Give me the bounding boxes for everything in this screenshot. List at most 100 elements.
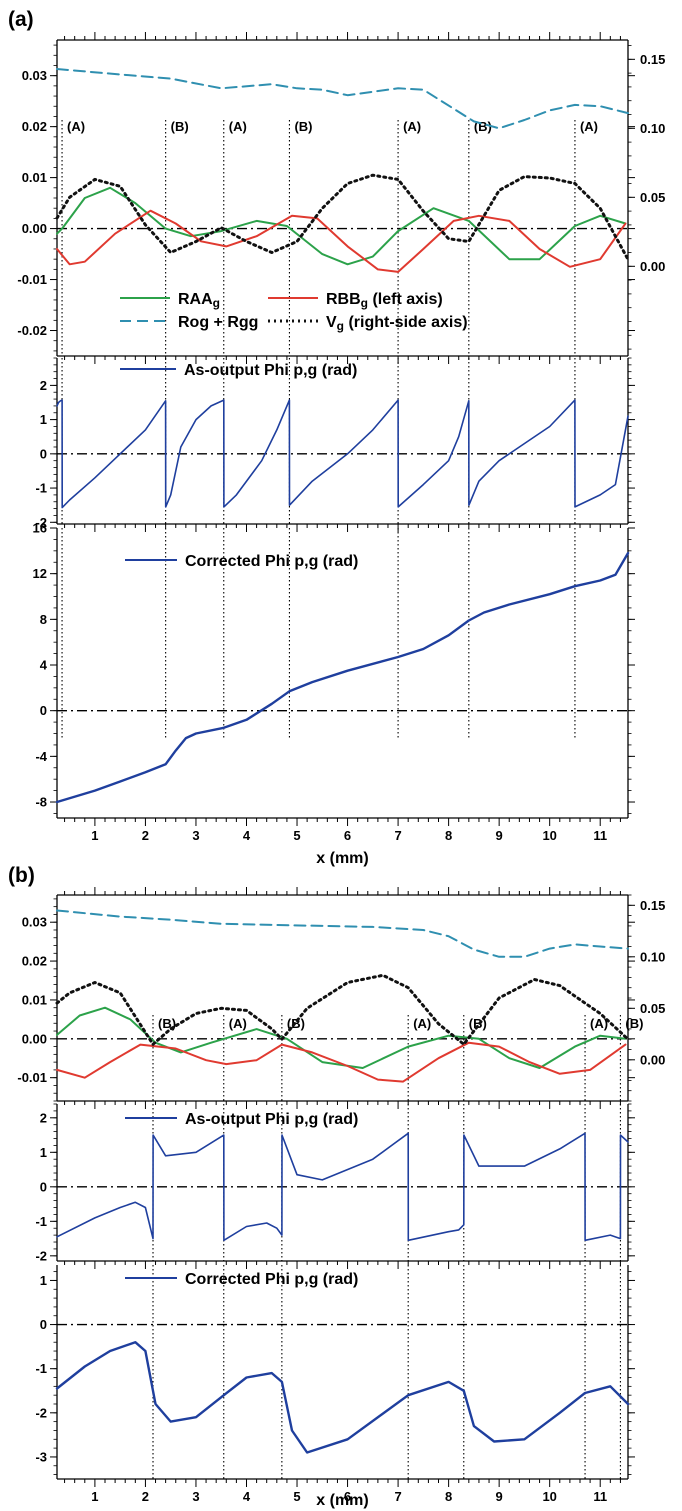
x-tick-label: 5: [293, 1489, 300, 1504]
series-line-Vg: [55, 973, 630, 1046]
x-tick-label: 6: [344, 1489, 351, 1504]
y-tick-label: -2: [35, 515, 47, 530]
region-marker-label: (A): [229, 119, 247, 134]
y-tick-label: 0: [40, 1317, 47, 1332]
y-tick-label: -3: [35, 1449, 47, 1464]
y-tick-label: -0.01: [17, 1070, 47, 1085]
y2-tick-label: 0.10: [640, 121, 665, 136]
y-tick-label: 16: [33, 521, 47, 536]
series-line-P2: [56, 1132, 629, 1242]
legend-label: Rog + Rgg: [178, 314, 258, 331]
y-tick-label: -2: [35, 1405, 47, 1420]
y2-tick-label: 0.15: [640, 52, 665, 67]
y-tick-label: -0.01: [17, 272, 47, 287]
region-marker-label: (A): [403, 119, 421, 134]
legend-label-suffix: (left axis): [368, 291, 443, 308]
legend-label: Corrected Phi p,g (rad): [185, 1271, 358, 1288]
y-tick-label: 0.00: [22, 221, 47, 236]
x-axis-label: x (mm): [316, 850, 368, 867]
y-tick-label: 1: [40, 412, 47, 427]
series-line-Vg: [55, 173, 630, 261]
series-line-RAA: [56, 1006, 627, 1069]
y2-tick-label: 0.00: [640, 1052, 665, 1067]
legend-entry-P2: As-output Phi p,g (rad): [185, 1111, 358, 1128]
region-marker-label: (A): [580, 119, 598, 134]
chart-panel-a1: (a) -0.02 -0.01 0.00 0.01 0.02 0.03 0.00 0.05 0.1…: [8, 8, 665, 364]
y-tick-label: 0.02: [22, 119, 47, 134]
y2-tick-label: 0.15: [640, 898, 665, 913]
region-marker-label: (A): [67, 119, 85, 134]
y2-tick-label: 0.05: [640, 190, 665, 205]
y-tick-label: 0.02: [22, 954, 47, 969]
x-tick-label: 9: [496, 1489, 503, 1504]
legend-entry-P1: As-output Phi p,g (rad): [184, 362, 357, 379]
panel-title: (a): [8, 8, 34, 31]
x-tick-label: 1: [91, 828, 98, 843]
x-tick-label: 2: [142, 828, 149, 843]
x-tick-label: 9: [496, 828, 503, 843]
y-tick-label: 2: [40, 1110, 47, 1125]
region-marker-label: (B): [625, 1016, 643, 1031]
chart-panel-a3: 1 2 3 4 5 6 7 8 9 10 11x (mm)-8-40481216Corrected …: [33, 521, 635, 867]
x-tick-label: 7: [394, 828, 401, 843]
x-tick-label: 10: [542, 828, 556, 843]
y-tick-label: 8: [40, 612, 47, 627]
series-line-RBB: [56, 209, 627, 273]
x-tick-label: 1: [91, 1489, 98, 1504]
legend-label: RAA: [178, 291, 213, 308]
y-tick-label: 0: [40, 1179, 47, 1194]
x-tick-label: 10: [542, 1489, 556, 1504]
series-line-RBB: [56, 1041, 627, 1083]
chart-panel-b2: -2 -1 0 1 2 As-output Phi p,g (rad): [35, 1103, 635, 1269]
series-line-P1: [56, 399, 629, 509]
y-tick-label: 1: [40, 1273, 47, 1288]
region-marker-label: (A): [590, 1016, 608, 1031]
legend-label: RBB: [326, 291, 361, 308]
y-tick-label: 0: [40, 703, 47, 718]
chart-panel-b3: 1 2 3 4 5 6 7 8 9 10 11 x (mm) -3 -2 -1 0 1 Corrected Phi…: [35, 1265, 635, 1509]
y-tick-label: 12: [33, 566, 47, 581]
x-tick-label: 5: [293, 828, 300, 843]
x-tick-label: 7: [394, 1489, 401, 1504]
series-line-Rog: [56, 909, 629, 958]
panel-title: (b): [8, 864, 35, 887]
y-tick-label: 0.01: [22, 992, 47, 1007]
legend-label-subscript: g: [337, 319, 344, 333]
x-axis-label: x (mm): [316, 1492, 368, 1509]
series-line-Rog: [56, 68, 629, 130]
y-tick-label: -1: [35, 1214, 47, 1229]
y-tick-label: 4: [40, 658, 48, 673]
region-marker-label: (B): [294, 119, 312, 134]
x-tick-label: 8: [445, 1489, 452, 1504]
legend-label-suffix: (right-side axis): [344, 314, 468, 331]
y2-tick-label: 0.10: [640, 949, 665, 964]
x-tick-label: 2: [142, 1489, 149, 1504]
region-marker-label: (B): [171, 119, 189, 134]
y-tick-label: -4: [35, 749, 47, 764]
y-tick-label: -0.02: [17, 323, 47, 338]
legend-label-subscript: g: [361, 296, 368, 310]
region-marker-label: (A): [413, 1016, 431, 1031]
y-tick-label: 0.01: [22, 170, 47, 185]
y-tick-label: -1: [35, 1361, 47, 1376]
chart-panel-a2: -2 -1 0 1 2 As-output Phi p,g (rad): [35, 357, 635, 532]
legend-label: Corrected Phi p,g (rad): [185, 553, 358, 570]
legend-entry-RAA: RAAg: [178, 291, 220, 310]
legend-entry-C1: Corrected Phi p,g (rad): [185, 553, 358, 570]
legend-label: As-output Phi p,g (rad): [185, 1111, 358, 1128]
series-line-C1: [55, 551, 630, 804]
legend-entry-Rog: Rog + Rgg: [178, 314, 258, 331]
x-tick-label: 6: [344, 828, 351, 843]
y-tick-label: 0.00: [22, 1031, 47, 1046]
series-line-RAA: [56, 186, 627, 266]
y-tick-label: 2: [40, 378, 47, 393]
x-tick-label: 11: [593, 828, 607, 843]
y-tick-label: 0.03: [22, 915, 47, 930]
x-tick-label: 4: [243, 1489, 251, 1504]
y-tick-label: 0: [40, 446, 47, 461]
legend-label: V: [326, 314, 337, 331]
y-tick-label: 0.03: [22, 68, 47, 83]
y2-tick-label: 0.05: [640, 1001, 665, 1016]
y2-tick-label: 0.00: [640, 259, 665, 274]
